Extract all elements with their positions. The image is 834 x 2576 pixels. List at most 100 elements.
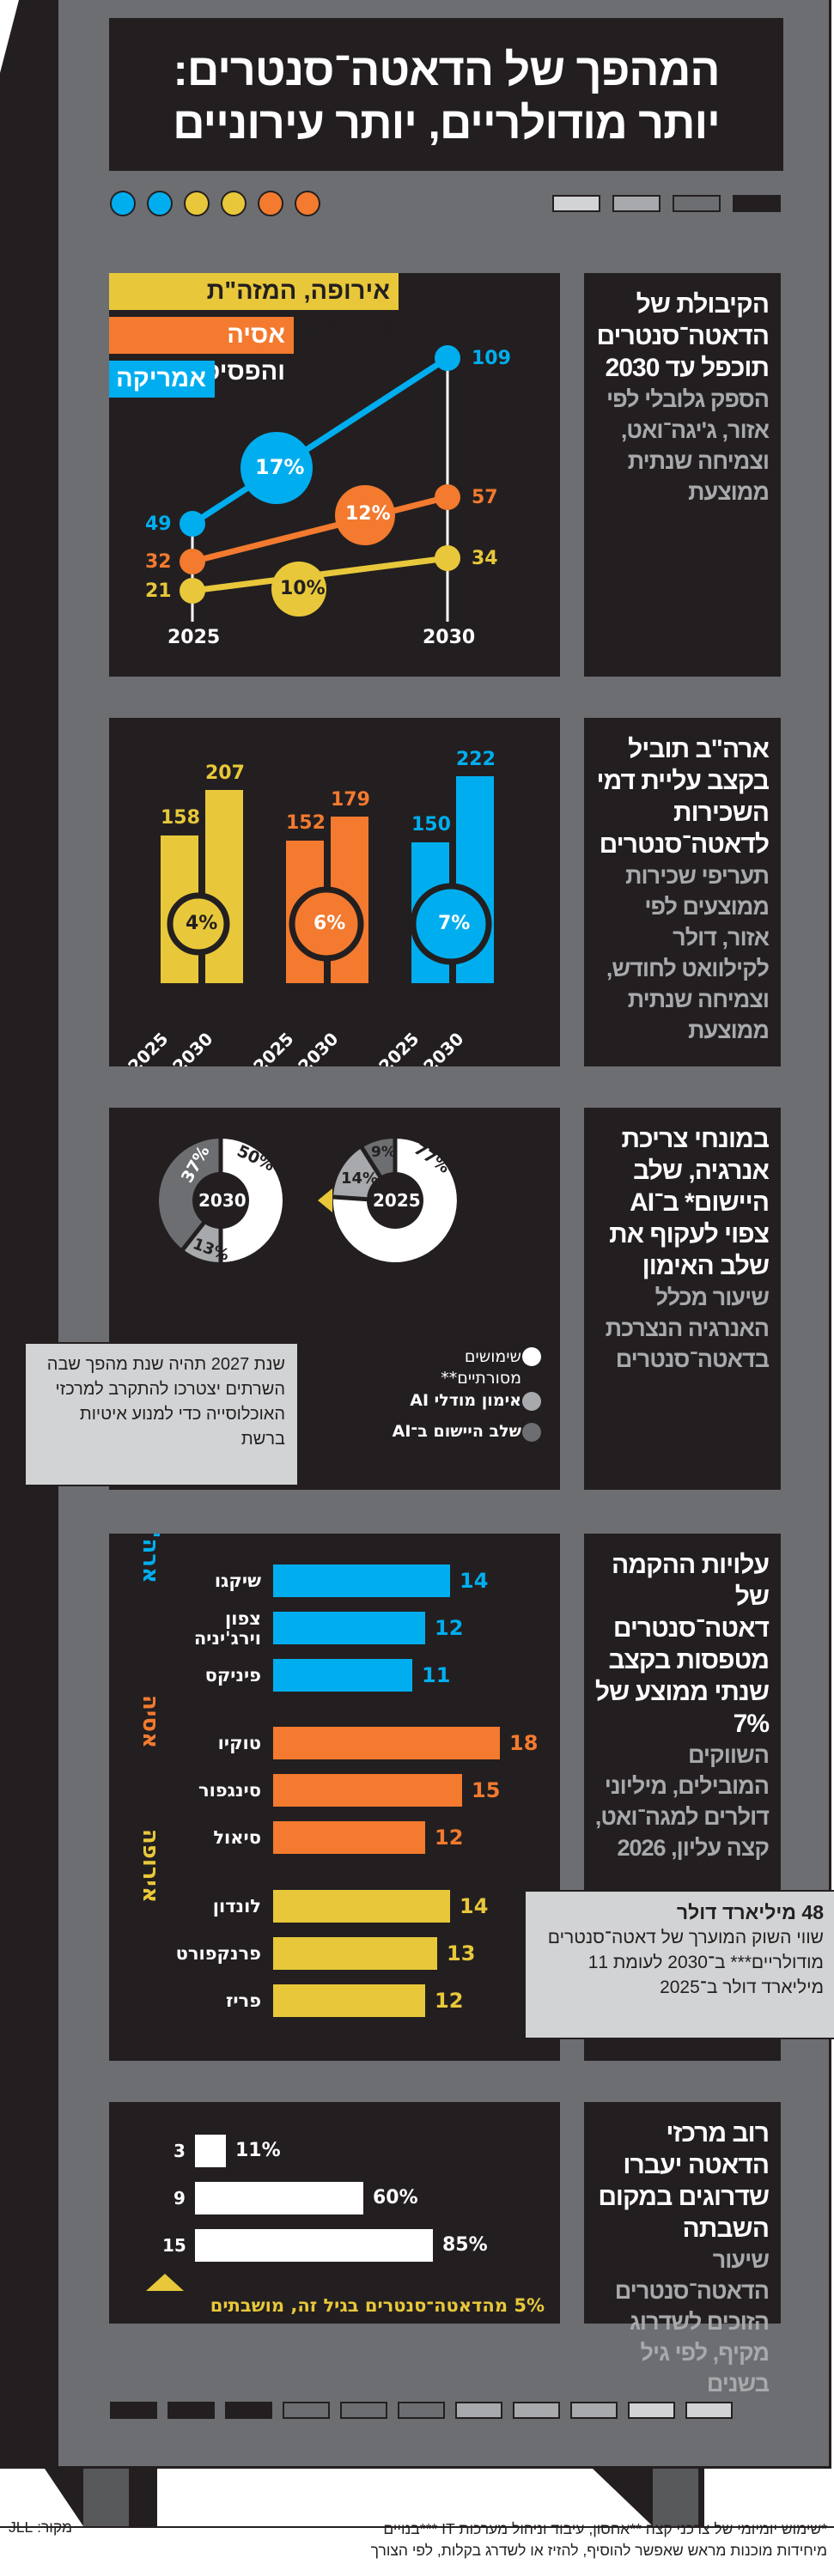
city-paris: פריז: [225, 1990, 261, 2011]
svg-text:2025: 2025: [374, 1029, 423, 1066]
city-seoul: סיאול: [213, 1827, 261, 1848]
upgrade-text-column: רוב מרכזי הדאטה יעברו שדרוגים במקום השבת…: [584, 2102, 781, 2397]
drive-bay-icon: [552, 195, 600, 212]
note-modular-title: 48 מיליארד דולר: [676, 1901, 824, 1923]
value-apac-2025: 32: [145, 551, 172, 573]
light-yellow-icon: [221, 191, 247, 216]
capacity-text-column: הקיבולת של הדאטה־סנטרים תוכפל עד 2030 הס…: [584, 273, 781, 677]
upgrade-pct-15: 85%: [442, 2234, 488, 2256]
upgrade-pct-9: 60%: [373, 2187, 418, 2208]
rent-bar-chart: [161, 776, 494, 983]
section4-subheading: השווקים המובילים, מיליוני דולרים למגה־וא…: [594, 1742, 770, 1861]
capacity-chart-panel: אירופה, המזה"ת ואפריקה אסיה והפסיפיק אמר…: [109, 273, 560, 677]
section3-subheading: שיעור מכלל האנרגיה הנצרכת בדאטה־סנטרים: [605, 1285, 770, 1372]
cost-text-column: עלויות ההקמה של דאטה־סנטרים מטפסות בקצב …: [584, 1534, 781, 2061]
value-northern-virginia: 12: [435, 1616, 464, 1640]
city-london: לונדון: [212, 1896, 261, 1917]
page-title-line2: יותר מודולריים, יותר עירוניים: [173, 99, 721, 149]
value-singapore: 15: [472, 1778, 501, 1802]
drive-bay-icon: [167, 2402, 215, 2419]
growth-apac: 12%: [345, 503, 391, 525]
section1-heading: הקיבולת של הדאטה־סנטרים תוכפל עד 2030: [596, 290, 770, 382]
section1-subheading: הספק גלובלי לפי אזור, ג'יגה־ואט, וצמיחה …: [606, 386, 770, 505]
value-frankfurt: 13: [447, 1941, 476, 1965]
light-yellow-icon: [184, 191, 210, 216]
svg-text:2030: 2030: [168, 1029, 216, 1066]
drive-bay-icon: [110, 2402, 157, 2419]
city-chicago: שיקגו: [214, 1571, 261, 1591]
donut-2030-year: 2030: [198, 1190, 247, 1211]
energy-text-column: במונחי צריכת אנרגיה, שלב היישום* ב־AI צפ…: [584, 1108, 781, 1490]
value-seoul: 12: [435, 1826, 464, 1850]
drive-bay-icon: [685, 2402, 733, 2419]
section5-subheading: שיעור הדאטה־סנטרים הזוכים לשדרוג מקיף, ל…: [614, 2247, 770, 2397]
donut-2030: [158, 1137, 283, 1264]
value-apac-2030: 57: [472, 487, 498, 508]
x-label-2030: 2030: [423, 627, 476, 648]
drive-bay-icon: [225, 2402, 272, 2419]
svg-text:2025: 2025: [249, 1029, 297, 1066]
rent-chart-panel: 4% 6% 7% 158 207 152 179 150 222 2025 20…: [109, 718, 560, 1066]
rent-americas-2025: 150: [411, 814, 451, 835]
section4-heading: עלויות ההקמה של דאטה־סנטרים מטפסות בקצב …: [594, 1551, 770, 1738]
donut-2025-training: 14%: [341, 1170, 379, 1188]
svg-text:2030: 2030: [419, 1029, 467, 1066]
value-tokyo: 18: [509, 1731, 539, 1755]
note-2027-text: שנת 2027 תהיה שנת מהפך שבה השרתים יצטרכו…: [46, 1355, 285, 1449]
legend-emea: אירופה, המזה"ת ואפריקה: [109, 273, 399, 342]
light-blue-icon: [147, 191, 173, 216]
drive-bay-icon: [283, 2402, 330, 2419]
light-orange-icon: [258, 191, 283, 216]
age-3: 3: [173, 2141, 186, 2161]
indicator-lights: [110, 191, 320, 216]
note-2027: שנת 2027 תהיה שנת מהפך שבה השרתים יצטרכו…: [24, 1342, 299, 1486]
x-label-2025: 2025: [167, 627, 221, 648]
light-orange-icon: [295, 191, 320, 216]
upgrade-bar-chart: [146, 2135, 433, 2291]
donut-2025: [332, 1137, 457, 1262]
section3-heading: במונחי צריכת אנרגיה, שלב היישום* ב־AI צפ…: [609, 1125, 770, 1280]
section2-heading: ארה"ב תוביל בקצב עליית דמי השכירות לדאטה…: [596, 735, 770, 859]
growth-americas-rent: 7%: [438, 913, 471, 934]
group-label-asia: אסיה: [137, 1695, 163, 1748]
drive-bay-icon: [628, 2402, 675, 2419]
note-modular-body: שווי השוק המוערך של דאטה־סנטרים מודולריי…: [547, 1928, 824, 1997]
cabinet-leg-right: [653, 2469, 698, 2526]
cabinet-leg-left: [83, 2469, 129, 2526]
triangle-up-icon: [146, 2274, 184, 2291]
age-15: 15: [162, 2235, 186, 2256]
value-london: 14: [460, 1894, 489, 1918]
city-phoenix: פיניקס: [204, 1665, 261, 1686]
legend-inference: שלב היישום ב־AI: [392, 1422, 521, 1441]
drive-bay-icon: [398, 2402, 445, 2419]
capacity-line-chart: [180, 345, 460, 622]
growth-americas: 17%: [255, 455, 305, 479]
energy-donut-charts: [158, 1137, 541, 1442]
group-label-europe: אירופה: [137, 1829, 163, 1903]
rent-emea-2025: 158: [161, 807, 200, 829]
growth-emea-rent: 4%: [186, 913, 218, 934]
rent-text-column: ארה"ב תוביל בקצב עליית דמי השכירות לדאטה…: [584, 718, 781, 1066]
drive-bay-icon: [455, 2402, 502, 2419]
value-paris: 12: [435, 1989, 464, 2013]
light-blue-icon: [110, 191, 136, 216]
drive-bay-icon: [513, 2402, 560, 2419]
drive-bay-icon: [673, 195, 721, 212]
source-credit: מקור: JLL: [9, 2518, 73, 2536]
cost-chart-panel: ארה"ב אסיה אירופה שיקגו צפון וירג'יניה פי…: [109, 1534, 560, 2061]
section2-subheading: תעריפי שכירות ממוצעים לפי אזור, דולר לקי…: [606, 863, 770, 1043]
city-frankfurt: פרנקפורט: [175, 1943, 261, 1964]
note-modular-market: 48 מיליארד דולר שווי השוק המוערך של דאטה…: [524, 1890, 834, 2039]
growth-apac-rent: 6%: [314, 913, 346, 934]
svg-text:2025: 2025: [124, 1029, 172, 1066]
growth-emea: 10%: [280, 578, 326, 599]
cost-bar-chart: ארה"ב אסיה אירופה: [137, 1534, 500, 2017]
drive-bays-bottom: [110, 2402, 733, 2419]
age-9: 9: [173, 2188, 186, 2208]
legend-training: אימון מודלי AI: [410, 1391, 521, 1410]
rent-americas-2030: 222: [456, 749, 496, 770]
value-chicago: 14: [460, 1569, 489, 1593]
city-singapore: סינגפור: [198, 1780, 261, 1801]
footnote-line2: מיחידות מוכנות מראש שאפשר להוסיף, להזיז …: [370, 2542, 827, 2559]
